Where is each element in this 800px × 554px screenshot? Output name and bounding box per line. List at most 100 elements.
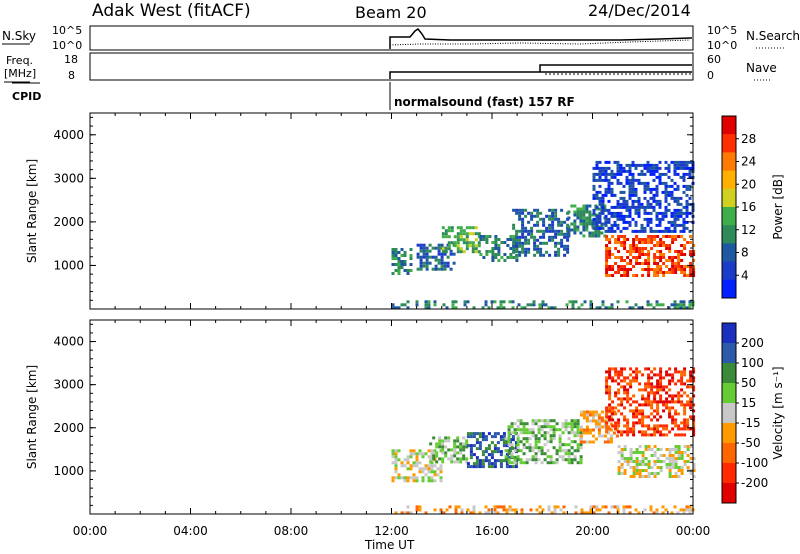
data-cell [445, 508, 449, 512]
data-cell [434, 264, 438, 268]
data-cell [625, 181, 629, 185]
data-cell [585, 204, 589, 208]
data-cell [484, 438, 488, 442]
data-cell [631, 181, 635, 185]
data-cell [409, 263, 413, 266]
data-cell [469, 447, 473, 451]
data-cell [688, 160, 692, 164]
data-cell [676, 202, 680, 206]
data-cell [509, 247, 513, 250]
data-cell [620, 472, 624, 475]
data-cell [608, 370, 612, 374]
data-cell [680, 466, 684, 469]
data-cell [647, 433, 651, 437]
data-cell [585, 431, 589, 435]
data-cell [673, 172, 677, 176]
data-cell [563, 253, 567, 257]
data-cell [573, 210, 577, 214]
data-cell [649, 211, 653, 215]
data-cell [614, 241, 618, 244]
data-cell [653, 445, 657, 448]
data-cell [421, 470, 425, 474]
data-cell [634, 163, 638, 167]
data-cell [671, 265, 675, 268]
data-cell [634, 166, 638, 170]
data-cell [589, 508, 593, 512]
data-cell [475, 456, 479, 460]
data-cell [641, 430, 645, 434]
data-cell [682, 223, 686, 227]
data-cell [579, 231, 583, 235]
data-cell [683, 247, 687, 250]
data-cell [677, 448, 681, 451]
data-cell [579, 413, 583, 417]
data-cell [547, 306, 551, 310]
data-cell [635, 235, 639, 238]
data-cell [567, 225, 571, 229]
data-cell [665, 397, 669, 401]
data-cell [616, 178, 620, 182]
data-cell [598, 178, 602, 182]
data-cell [647, 253, 651, 256]
data-cell [638, 238, 642, 241]
data-cell [462, 436, 466, 440]
data-cell [516, 437, 520, 441]
data-cell [658, 166, 662, 170]
data-cell [594, 437, 598, 441]
data-cell [635, 466, 639, 469]
data-cell [629, 475, 633, 478]
data-cell [665, 448, 669, 451]
data-cell [558, 443, 562, 447]
data-cell [499, 453, 503, 457]
data-cell [595, 178, 599, 182]
data-cell [683, 412, 687, 416]
data-cell [692, 367, 696, 371]
data-cell [521, 244, 525, 248]
data-cell [524, 238, 528, 242]
data-cell [548, 223, 552, 227]
data-cell [653, 391, 657, 395]
data-cell [391, 257, 395, 260]
data-cell [625, 208, 629, 212]
beam-label: Beam 20 [355, 3, 427, 22]
data-cell [482, 238, 486, 241]
data-cell [609, 434, 613, 438]
data-cell [391, 449, 395, 453]
data-cell [595, 196, 599, 200]
data-cell [441, 460, 445, 464]
data-cell [653, 238, 657, 241]
data-cell [543, 437, 547, 441]
data-cell [538, 505, 542, 509]
data-cell [519, 428, 523, 432]
data-cell [617, 370, 621, 374]
data-cell [573, 228, 577, 232]
data-cell [677, 466, 681, 469]
data-cell [549, 461, 553, 465]
data-cell [521, 226, 525, 230]
data-cell [424, 300, 428, 304]
data-cell [600, 434, 604, 438]
data-cell [667, 193, 671, 197]
nsearch-tick-bottom: 10^0 [707, 39, 737, 52]
data-cell [552, 425, 556, 429]
data-cell [466, 465, 470, 469]
data-cell [617, 430, 621, 434]
data-cell [664, 211, 668, 215]
data-cell [503, 241, 507, 244]
data-cell [620, 367, 624, 371]
data-cell [479, 238, 483, 241]
data-cell [573, 204, 577, 208]
data-cell [437, 258, 441, 262]
data-cell [656, 373, 660, 377]
data-cell [689, 397, 693, 401]
data-cell [573, 219, 577, 223]
data-cell [661, 214, 665, 218]
data-cell [527, 250, 531, 254]
data-cell [683, 391, 687, 395]
data-cell [500, 256, 504, 259]
data-cell [616, 172, 620, 176]
freq-trace [389, 71, 692, 79]
data-cell [598, 199, 602, 203]
data-cell [415, 455, 419, 459]
data-cell [466, 432, 470, 436]
